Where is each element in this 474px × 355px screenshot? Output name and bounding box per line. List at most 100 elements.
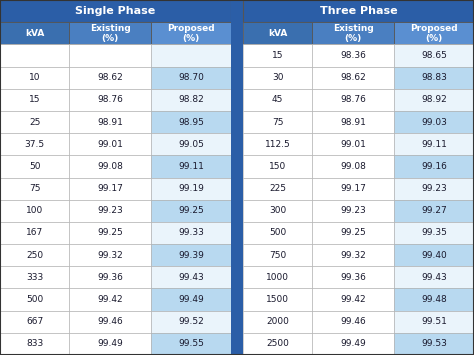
Text: 99.03: 99.03 — [421, 118, 447, 126]
Text: 99.52: 99.52 — [178, 317, 204, 326]
Text: 98.70: 98.70 — [178, 73, 204, 82]
Bar — [69, 266, 151, 288]
Bar — [151, 266, 231, 288]
Text: 750: 750 — [269, 251, 286, 260]
Bar — [231, 288, 243, 311]
Bar — [312, 244, 394, 266]
Bar — [312, 22, 394, 44]
Text: 99.16: 99.16 — [421, 162, 447, 171]
Bar — [231, 333, 243, 355]
Bar — [0, 311, 69, 333]
Bar — [151, 222, 231, 244]
Text: 99.25: 99.25 — [98, 229, 123, 237]
Text: 99.53: 99.53 — [421, 339, 447, 348]
Text: 98.95: 98.95 — [178, 118, 204, 126]
Bar — [231, 244, 243, 266]
Text: 100: 100 — [26, 206, 43, 215]
Text: 98.76: 98.76 — [340, 95, 366, 104]
Bar — [243, 200, 312, 222]
Bar — [394, 155, 474, 178]
Text: 98.36: 98.36 — [340, 51, 366, 60]
Text: 99.32: 99.32 — [340, 251, 366, 260]
Text: kVA: kVA — [268, 29, 287, 38]
Text: 98.65: 98.65 — [421, 51, 447, 60]
Text: 99.17: 99.17 — [97, 184, 123, 193]
Bar — [312, 155, 394, 178]
Text: 98.62: 98.62 — [98, 73, 123, 82]
Text: 99.05: 99.05 — [178, 140, 204, 149]
Bar — [312, 89, 394, 111]
Text: 99.49: 99.49 — [178, 295, 204, 304]
Bar — [394, 222, 474, 244]
Text: 500: 500 — [26, 295, 43, 304]
Bar — [231, 22, 243, 44]
Text: Single Phase: Single Phase — [75, 6, 155, 16]
Text: 99.01: 99.01 — [340, 140, 366, 149]
Bar — [69, 311, 151, 333]
Text: 99.27: 99.27 — [421, 206, 447, 215]
Text: 99.25: 99.25 — [340, 229, 366, 237]
Bar — [151, 22, 231, 44]
Bar — [0, 222, 69, 244]
Text: 98.91: 98.91 — [340, 118, 366, 126]
Text: 99.08: 99.08 — [97, 162, 123, 171]
Text: Proposed
(%): Proposed (%) — [167, 23, 215, 43]
Bar — [151, 244, 231, 266]
Text: 225: 225 — [269, 184, 286, 193]
Text: 99.42: 99.42 — [98, 295, 123, 304]
Bar — [151, 311, 231, 333]
Text: 250: 250 — [26, 251, 43, 260]
Text: 98.82: 98.82 — [178, 95, 204, 104]
Bar — [0, 333, 69, 355]
Text: 99.49: 99.49 — [340, 339, 366, 348]
Bar — [0, 266, 69, 288]
Bar — [0, 22, 69, 44]
Text: 99.33: 99.33 — [178, 229, 204, 237]
Text: 98.91: 98.91 — [97, 118, 123, 126]
Bar — [312, 111, 394, 133]
Text: 99.51: 99.51 — [421, 317, 447, 326]
Text: 75: 75 — [29, 184, 40, 193]
Text: 99.17: 99.17 — [340, 184, 366, 193]
Bar — [312, 288, 394, 311]
Bar — [312, 178, 394, 200]
Bar — [151, 67, 231, 89]
Bar — [231, 311, 243, 333]
Bar — [312, 200, 394, 222]
Text: 99.36: 99.36 — [340, 273, 366, 282]
Text: 99.48: 99.48 — [421, 295, 447, 304]
Bar — [231, 222, 243, 244]
Text: 99.11: 99.11 — [178, 162, 204, 171]
Bar — [151, 178, 231, 200]
Text: 99.42: 99.42 — [340, 295, 366, 304]
Bar — [394, 44, 474, 67]
Bar — [0, 155, 69, 178]
Bar — [394, 133, 474, 155]
Text: 99.32: 99.32 — [98, 251, 123, 260]
Bar — [69, 244, 151, 266]
Text: 333: 333 — [26, 273, 43, 282]
Text: 25: 25 — [29, 118, 40, 126]
Bar — [312, 311, 394, 333]
Bar — [243, 311, 312, 333]
Text: 15: 15 — [272, 51, 283, 60]
Bar — [231, 133, 243, 155]
Text: 99.23: 99.23 — [98, 206, 123, 215]
Text: 45: 45 — [272, 95, 283, 104]
Bar — [231, 67, 243, 89]
Text: 99.39: 99.39 — [178, 251, 204, 260]
Bar — [394, 288, 474, 311]
Text: 2500: 2500 — [266, 339, 289, 348]
Text: 99.25: 99.25 — [178, 206, 204, 215]
Bar — [231, 178, 243, 200]
Bar — [0, 200, 69, 222]
Bar — [394, 178, 474, 200]
Text: 10: 10 — [29, 73, 40, 82]
Text: 99.23: 99.23 — [421, 184, 447, 193]
Bar — [69, 333, 151, 355]
Bar — [0, 89, 69, 111]
Bar — [243, 155, 312, 178]
Bar — [394, 333, 474, 355]
Bar — [0, 288, 69, 311]
Text: 300: 300 — [269, 206, 286, 215]
